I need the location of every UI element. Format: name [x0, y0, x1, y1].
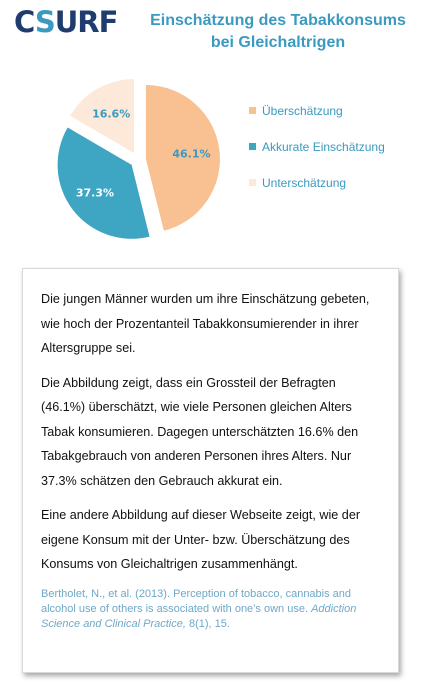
pie-slice-label-2: 16.6%	[92, 107, 130, 120]
pie-slice-label-0: 46.1%	[172, 147, 210, 160]
legend-label-1: Akkurate Einschätzung	[262, 139, 385, 154]
pie-slice-0	[145, 85, 220, 231]
legend-swatch-1	[249, 143, 256, 150]
chart-legend: Überschätzung Akkurate Einschätzung Unters…	[249, 103, 385, 211]
pie-slice-label-1: 37.3%	[76, 186, 114, 199]
paragraph-reference: Eine andere Abbildung auf dieser Webseit…	[41, 508, 361, 571]
citation-main: Bertholet, N., et al. (2013). Perception…	[41, 587, 352, 615]
legend-swatch-2	[249, 179, 256, 186]
chart-title-line1: Einschätzung des Tabakkonsums	[150, 12, 406, 29]
explanation-box: Die jungen Männer wurden um ihre Einschä…	[22, 268, 399, 673]
legend-item-2: Unterschätzung	[249, 175, 385, 190]
paragraph-intro: Die jungen Männer wurden um ihre Einschä…	[41, 292, 370, 355]
legend-label-0: Überschätzung	[262, 103, 343, 118]
pie-chart: 46.1% 37.3% 16.6%	[57, 79, 220, 239]
paragraph-results: Die Abbildung zeigt, dass ein Grossteil …	[41, 375, 359, 488]
pie-slice-2	[70, 79, 135, 154]
chart-title: Einschätzung des Tabakkonsums bei Gleich…	[148, 10, 408, 54]
citation-journal: Addiction Science and Clinical Practice,	[41, 602, 357, 630]
legend-item-1: Akkurate Einschätzung	[249, 139, 385, 154]
legend-swatch-0	[249, 107, 256, 114]
legend-item-0: Überschätzung	[249, 103, 385, 118]
legend-label-2: Unterschätzung	[262, 175, 347, 190]
chart-title-line2: bei Gleichaltrigen	[210, 34, 346, 51]
citation-tail: 8(1), 15.	[185, 617, 230, 630]
csurf-logo: CSURF	[14, 5, 118, 39]
pie-slice-1	[57, 127, 150, 239]
citation: Bertholet, N., et al. (2013). Perception…	[41, 587, 380, 632]
